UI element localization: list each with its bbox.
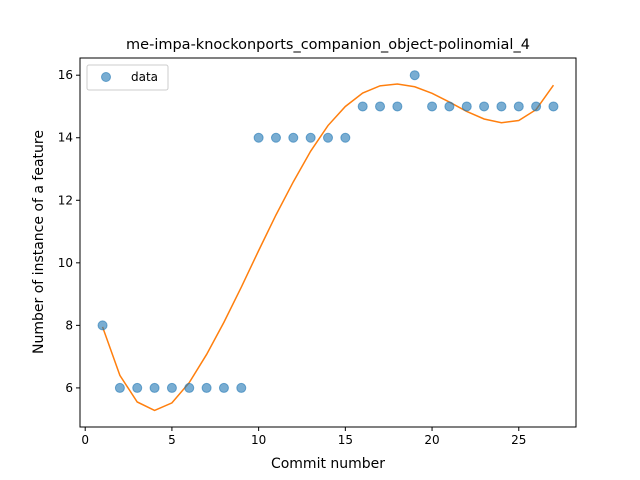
data-point (305, 132, 316, 143)
data-point (427, 101, 438, 112)
data-point (392, 101, 403, 112)
y-tick-label: 14 (58, 131, 73, 145)
legend-marker-data (101, 72, 111, 82)
data-point (166, 382, 177, 393)
x-tick-label: 0 (81, 433, 89, 447)
data-point (253, 132, 264, 143)
data-point (218, 382, 229, 393)
data-point (114, 382, 125, 393)
y-tick-label: 12 (58, 193, 73, 207)
data-point (548, 101, 559, 112)
legend: data (86, 64, 169, 91)
data-point (323, 132, 333, 143)
data-point (357, 101, 368, 112)
legend-box (86, 64, 169, 91)
x-tick-label: 25 (511, 433, 526, 447)
legend-label-data: data (131, 70, 158, 84)
data-point (132, 382, 143, 393)
data-point (201, 382, 212, 393)
data-point (97, 320, 108, 331)
data-point (531, 101, 542, 112)
chart-title: me-impa-knockonports_companion_object-po… (126, 37, 530, 53)
scatter-points-layer (97, 70, 559, 393)
data-point (236, 382, 247, 393)
fit-line-layer (101, 83, 555, 412)
plot-area (80, 58, 576, 427)
data-point (340, 132, 351, 143)
y-tick-label: 10 (58, 256, 73, 270)
data-point (496, 101, 507, 112)
y-tick-label: 16 (58, 68, 73, 82)
data-point (461, 101, 472, 112)
plot-frame (79, 57, 577, 428)
data-point (184, 382, 195, 393)
y-axis-label: Number of instance of a feature (31, 130, 47, 354)
data-point (375, 101, 386, 112)
y-tick-label: 6 (65, 381, 73, 395)
data-point (479, 101, 490, 112)
x-tick-label: 15 (338, 433, 353, 447)
y-axis-ticks: 6 8 10 12 14 16 (58, 68, 80, 395)
y-tick-label: 8 (65, 318, 73, 332)
data-point (409, 70, 420, 81)
x-axis-label: Commit number (271, 456, 385, 472)
x-tick-label: 5 (168, 433, 176, 447)
data-point (288, 132, 299, 143)
x-tick-label: 10 (251, 433, 266, 447)
data-point (513, 101, 524, 112)
data-point (444, 101, 455, 112)
data-point (270, 132, 281, 143)
x-tick-label: 20 (424, 433, 439, 447)
x-axis-ticks: 0 5 10 15 20 25 (81, 427, 526, 447)
fit-line (101, 83, 555, 412)
data-point (149, 382, 160, 393)
